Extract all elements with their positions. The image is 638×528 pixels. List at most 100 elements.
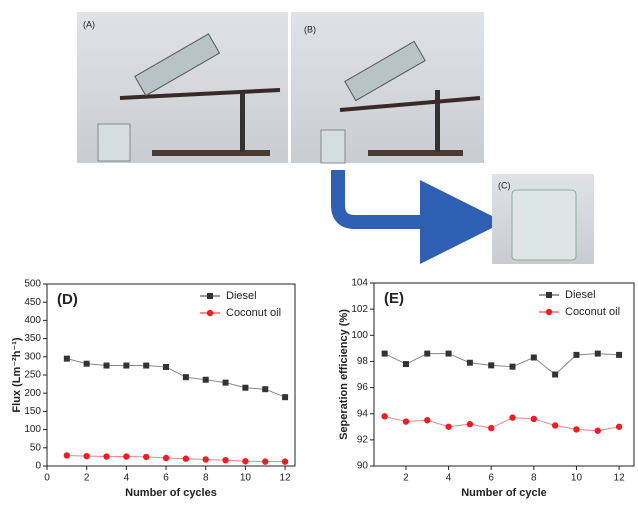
marker	[594, 427, 601, 434]
y-tick-label: 250	[24, 370, 41, 381]
marker	[530, 415, 538, 423]
x-tick-label: 12	[280, 473, 292, 484]
x-tick-label: 4	[446, 473, 452, 484]
y-axis-label: Flux (Lm⁻²h⁻¹)	[11, 337, 23, 412]
marker	[202, 376, 209, 383]
marker	[123, 362, 130, 369]
y-tick-label: 400	[24, 315, 41, 326]
legend-label: Diesel	[226, 290, 257, 302]
y-tick-label: 100	[24, 424, 41, 435]
x-tick-label: 12	[614, 473, 626, 484]
marker	[424, 350, 431, 357]
series-line	[66, 358, 286, 398]
marker	[182, 374, 189, 381]
y-tick-label: 300	[24, 351, 41, 362]
marker	[552, 371, 559, 378]
marker	[488, 362, 495, 369]
series-line	[384, 415, 620, 432]
y-tick-label: 500	[24, 279, 41, 290]
marker	[143, 453, 150, 461]
y-axis-label: Seperation efficiency (%)	[338, 309, 350, 440]
marker	[162, 454, 170, 462]
marker	[63, 355, 70, 362]
legend-marker	[545, 308, 553, 316]
arrow	[331, 170, 504, 264]
marker	[63, 452, 71, 459]
x-tick-label: 10	[240, 473, 252, 484]
marker	[143, 362, 150, 369]
marker	[530, 354, 537, 361]
marker	[402, 361, 409, 368]
chart-title: (E)	[384, 290, 404, 307]
photo-label: (C)	[498, 180, 511, 190]
marker	[123, 453, 130, 460]
photo-b: (B)	[291, 12, 484, 164]
marker	[222, 456, 229, 464]
marker	[573, 426, 580, 433]
y-tick-label: 450	[24, 297, 41, 308]
marker	[445, 423, 452, 430]
x-tick-label: 6	[488, 473, 494, 484]
plot-frame	[373, 282, 635, 467]
y-tick-label: 92	[357, 434, 369, 445]
marker	[281, 458, 289, 465]
photo-label: (B)	[304, 24, 316, 34]
marker	[424, 417, 431, 424]
marker	[402, 418, 410, 425]
marker	[445, 350, 452, 357]
y-tick-label: 50	[30, 442, 42, 453]
y-tick-label: 98	[357, 356, 369, 367]
legend-label: Coconut oil	[226, 307, 281, 319]
x-tick-label: 6	[163, 473, 169, 484]
x-tick-label: 0	[44, 473, 50, 484]
marker	[222, 379, 229, 386]
marker	[242, 384, 249, 391]
marker	[202, 456, 209, 463]
marker	[466, 359, 473, 366]
charts: 0 50 100 150 200 250 300 350 400 450 500 0 2 4 6 8 10 12 (…	[11, 278, 635, 499]
photo-a: (A)	[77, 12, 288, 163]
y-tick-label: 102	[351, 304, 368, 315]
y-tick-label: 96	[357, 382, 369, 393]
y-tick-label: 0	[35, 461, 41, 472]
marker	[262, 458, 269, 465]
legend-label: Diesel	[565, 289, 596, 301]
series-line	[384, 353, 620, 376]
x-axis-label: Number of cycle	[461, 487, 547, 499]
marker	[594, 350, 601, 357]
y-tick-label: 150	[24, 406, 41, 417]
marker	[381, 350, 388, 357]
marker	[83, 452, 90, 460]
y-tick-label: 100	[351, 330, 368, 341]
x-tick-label: 8	[203, 473, 209, 484]
marker	[488, 424, 495, 432]
legend-label: Coconut oil	[565, 306, 620, 318]
marker	[262, 386, 269, 393]
y-tick-label: 104	[351, 278, 368, 289]
photo-label: (A)	[83, 19, 95, 29]
photo-c: (C)	[492, 174, 594, 264]
legend-marker	[546, 292, 552, 298]
marker	[242, 458, 249, 465]
x-tick-label: 4	[124, 473, 130, 484]
x-tick-label: 2	[84, 473, 90, 484]
marker	[616, 351, 623, 358]
marker	[282, 394, 289, 401]
marker	[615, 423, 623, 430]
x-tick-label: 2	[403, 473, 409, 484]
legend-marker	[207, 293, 213, 299]
marker	[182, 455, 190, 462]
y-tick-label: 90	[357, 461, 369, 472]
marker	[103, 362, 110, 369]
x-tick-label: 8	[531, 473, 537, 484]
marker	[551, 422, 559, 429]
legend-marker	[206, 309, 214, 317]
marker	[509, 363, 516, 370]
marker	[163, 363, 170, 370]
x-tick-label: 10	[571, 473, 583, 484]
series-line	[66, 454, 286, 463]
marker	[381, 413, 388, 420]
chart-title: (D)	[57, 291, 78, 308]
marker	[573, 351, 580, 358]
